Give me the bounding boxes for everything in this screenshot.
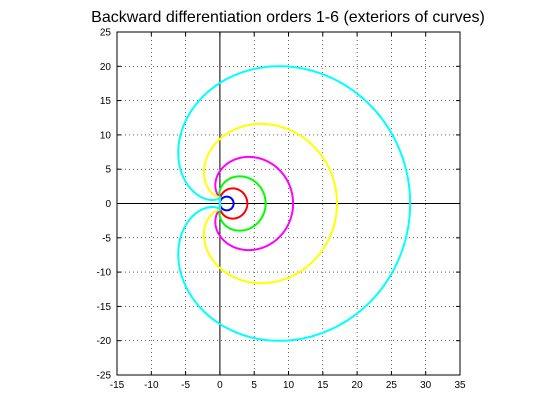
x-tick-label: 10 — [283, 380, 295, 391]
y-tick-label: -25 — [97, 371, 112, 382]
zero-axes — [117, 32, 460, 375]
y-tick-label: 25 — [100, 28, 112, 39]
y-tick-label: 0 — [105, 199, 111, 210]
y-tick-label: 20 — [100, 62, 112, 73]
x-tick-label: 25 — [386, 380, 398, 391]
x-tick-label: -10 — [144, 380, 159, 391]
x-tick-label: 20 — [352, 380, 364, 391]
y-tick-labels: -25 -20 -15 -10 -5 0 5 10 15 20 25 — [97, 28, 112, 382]
x-tick-label: 30 — [420, 380, 432, 391]
x-tick-label: -15 — [110, 380, 125, 391]
chart-title: Backward differentiation orders 1-6 (ext… — [91, 9, 485, 26]
x-tick-labels: -15 -10 -5 0 5 10 15 20 25 30 35 — [110, 380, 466, 391]
series-bdf-order-2 — [218, 187, 249, 220]
series-bdf-order-1 — [218, 195, 235, 212]
x-tick-label: 15 — [317, 380, 329, 391]
y-tick-label: 15 — [100, 96, 112, 107]
y-tick-label: 5 — [105, 165, 111, 176]
series-bdf-order-3 — [218, 175, 267, 232]
x-tick-label: 5 — [251, 380, 257, 391]
x-tick-label: 35 — [454, 380, 466, 391]
series-bdf-order-6 — [177, 65, 412, 342]
x-tick-label: -5 — [181, 380, 190, 391]
y-tick-label: -15 — [97, 302, 112, 313]
y-tick-label: -10 — [97, 268, 112, 279]
y-tick-label: -5 — [102, 233, 111, 244]
ticks — [116, 31, 461, 376]
series-layer — [177, 65, 412, 342]
y-tick-label: -20 — [97, 336, 112, 347]
x-tick-label: 0 — [217, 380, 223, 391]
y-tick-label: 10 — [100, 130, 112, 141]
